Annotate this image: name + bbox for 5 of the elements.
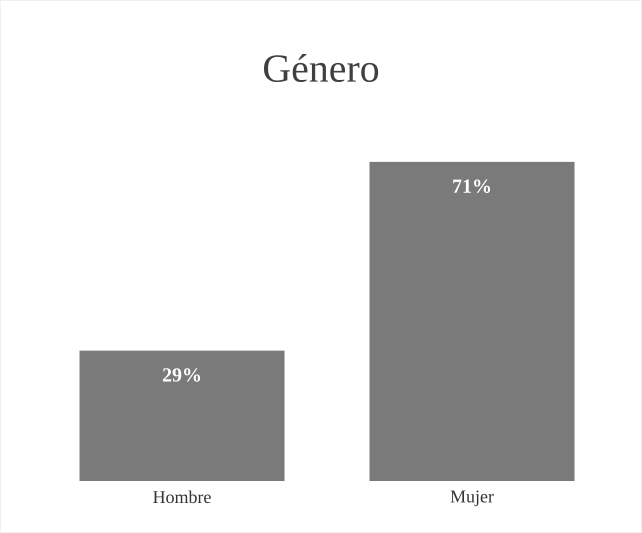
data-label: 71% <box>453 179 490 193</box>
data-label: 29% <box>162 368 200 382</box>
x-tick-label: Mujer <box>450 490 494 506</box>
chart-title: Género <box>264 54 378 82</box>
x-tick-label: Hombre <box>153 490 211 504</box>
